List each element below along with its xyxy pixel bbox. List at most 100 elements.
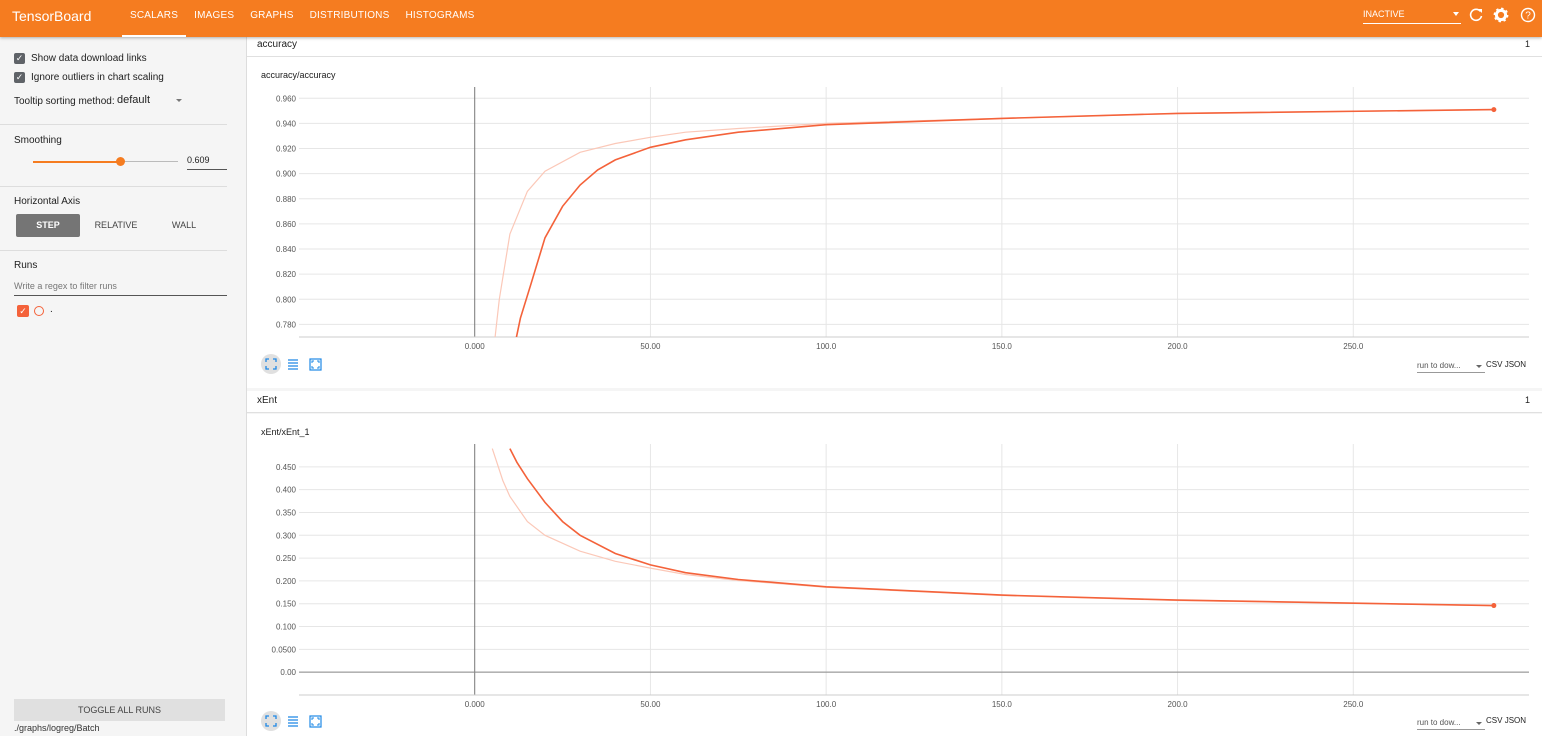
checkbox-checked-icon: ✓ xyxy=(14,53,25,64)
show-download-links-label: Show data download links xyxy=(31,53,147,64)
chart-title: xEnt/xEnt_1 xyxy=(261,427,310,437)
expand-chart-icon[interactable] xyxy=(305,354,325,374)
y-tick-label: 0.900 xyxy=(276,170,297,179)
horizontal-axis-label: Horizontal Axis xyxy=(14,196,81,207)
refresh-icon[interactable] xyxy=(1468,7,1484,23)
category-count: 1 xyxy=(1524,395,1530,405)
tab-images[interactable]: IMAGES xyxy=(194,10,235,21)
y-tick-label: 0.150 xyxy=(276,600,297,609)
dashboard-tabs: SCALARS IMAGES GRAPHS DISTRIBUTIONS HIST… xyxy=(122,0,483,37)
axis-step-button[interactable]: STEP xyxy=(16,214,80,237)
x-tick-label: 50.00 xyxy=(640,342,661,351)
expand-chart-icon[interactable] xyxy=(305,711,325,731)
y-tick-label: 0.400 xyxy=(276,486,297,495)
y-tick-label: 0.960 xyxy=(276,94,297,103)
chart-toolbar xyxy=(261,354,325,374)
y-tick-label: 0.940 xyxy=(276,119,297,128)
inactive-select-value: INACTIVE xyxy=(1363,9,1405,19)
x-tick-label: 100.0 xyxy=(816,342,837,351)
divider xyxy=(0,186,227,187)
category-name: xEnt xyxy=(257,395,278,406)
y-tick-label: 0.100 xyxy=(276,623,297,632)
run-download-select[interactable]: run to dow... xyxy=(1417,361,1485,373)
smoothing-slider-fill xyxy=(33,161,120,163)
divider xyxy=(0,124,227,125)
runs-label: Runs xyxy=(14,260,38,271)
x-tick-label: 250.0 xyxy=(1343,700,1364,709)
axis-wall-button[interactable]: WALL xyxy=(171,220,197,230)
run-name: . xyxy=(50,304,53,315)
chevron-down-icon xyxy=(1476,365,1482,368)
y-tick-label: 0.840 xyxy=(276,245,297,254)
smoothing-slider-knob[interactable] xyxy=(116,157,125,166)
y-tick-label: 0.00 xyxy=(280,668,296,677)
help-icon[interactable]: ? xyxy=(1520,7,1536,23)
json-link[interactable]: JSON xyxy=(1504,360,1527,369)
log-scale-icon[interactable] xyxy=(283,354,303,374)
toggle-all-runs-button[interactable]: TOGGLE ALL RUNS xyxy=(14,699,225,721)
y-tick-label: 0.820 xyxy=(276,270,297,279)
xent-chart[interactable]: 0.450 0.400 0.350 0.300 0.250 0.200 0.150 0.100… xyxy=(247,436,1542,731)
settings-icon[interactable] xyxy=(1493,7,1509,23)
download-links: CSV JSON xyxy=(1486,716,1526,725)
show-download-links-checkbox[interactable]: ✓ Show data download links xyxy=(14,53,147,64)
run-color-indicator xyxy=(34,306,44,316)
fit-domain-icon[interactable] xyxy=(261,354,281,374)
category-count: 1 xyxy=(1524,39,1530,49)
y-tick-label: 0.860 xyxy=(276,220,297,229)
tab-scalars[interactable]: SCALARS xyxy=(122,0,187,37)
logdir-path: ./graphs/logreg/Batch xyxy=(14,723,100,733)
smoothed-series-line xyxy=(509,448,1494,607)
fit-domain-icon[interactable] xyxy=(261,711,281,731)
chevron-down-icon xyxy=(1453,12,1459,16)
run-download-select-value: run to dow... xyxy=(1417,718,1461,727)
run-filter-input[interactable]: Write a regex to filter runs xyxy=(14,281,227,296)
y-tick-label: 0.780 xyxy=(276,320,297,329)
y-tick-label: 0.200 xyxy=(276,577,297,586)
category-header-accuracy[interactable]: accuracy 1 xyxy=(247,37,1542,57)
chevron-down-icon xyxy=(1476,722,1482,725)
accuracy-chart[interactable]: 0.960 0.940 0.920 0.900 0.880 0.860 0.840 0.820… xyxy=(247,79,1542,379)
tooltip-sorting-select[interactable]: default xyxy=(117,94,151,106)
y-tick-label: 0.450 xyxy=(276,463,297,472)
top-app-bar: TensorBoard SCALARS IMAGES GRAPHS DISTRI… xyxy=(0,0,1542,37)
last-point-marker xyxy=(1491,107,1497,113)
inactive-dashboards-select[interactable]: INACTIVE xyxy=(1363,8,1461,24)
y-tick-label: 0.800 xyxy=(276,295,297,304)
x-tick-label: 150.0 xyxy=(992,700,1013,709)
smoothing-value-input[interactable]: 0.609 xyxy=(187,155,227,170)
x-tick-label: 250.0 xyxy=(1343,342,1364,351)
x-tick-label: 100.0 xyxy=(816,700,837,709)
csv-link[interactable]: CSV xyxy=(1486,716,1503,725)
chart-card-xent: xEnt/xEnt_1 0.450 0.400 0.350 0.300 0.250 0.2… xyxy=(247,414,1542,736)
csv-link[interactable]: CSV xyxy=(1486,360,1503,369)
tab-graphs[interactable]: GRAPHS xyxy=(250,10,294,21)
chevron-down-icon xyxy=(176,99,182,102)
run-checkbox[interactable]: ✓ xyxy=(17,305,29,317)
run-download-select[interactable]: run to dow... xyxy=(1417,718,1485,730)
svg-text:?: ? xyxy=(1525,11,1531,22)
axis-relative-button[interactable]: RELATIVE xyxy=(94,220,138,230)
x-tick-label: 50.00 xyxy=(640,700,661,709)
tooltip-sorting-label: Tooltip sorting method: xyxy=(14,96,115,107)
chart-card-accuracy: accuracy/accuracy 0.960 0.940 0.920 0.900 0.… xyxy=(247,57,1542,388)
app-title: TensorBoard xyxy=(12,8,92,24)
checkbox-checked-icon: ✓ xyxy=(14,72,25,83)
log-scale-icon[interactable] xyxy=(283,711,303,731)
tab-histograms[interactable]: HISTOGRAMS xyxy=(405,10,475,21)
x-tick-label: 0.000 xyxy=(465,700,486,709)
ignore-outliers-checkbox[interactable]: ✓ Ignore outliers in chart scaling xyxy=(14,72,164,83)
x-tick-label: 150.0 xyxy=(992,342,1013,351)
smoothing-label: Smoothing xyxy=(14,135,62,146)
tab-distributions[interactable]: DISTRIBUTIONS xyxy=(309,10,390,21)
chart-title: accuracy/accuracy xyxy=(261,70,336,80)
run-download-select-value: run to dow... xyxy=(1417,361,1461,370)
smoothed-series-line xyxy=(515,108,1494,337)
y-tick-label: 0.0500 xyxy=(272,645,297,654)
x-tick-label: 0.000 xyxy=(465,342,486,351)
y-tick-label: 0.350 xyxy=(276,508,297,517)
y-tick-label: 0.300 xyxy=(276,531,297,540)
category-header-xent[interactable]: xEnt 1 xyxy=(247,391,1542,413)
json-link[interactable]: JSON xyxy=(1504,716,1527,725)
category-name: accuracy xyxy=(257,39,298,50)
